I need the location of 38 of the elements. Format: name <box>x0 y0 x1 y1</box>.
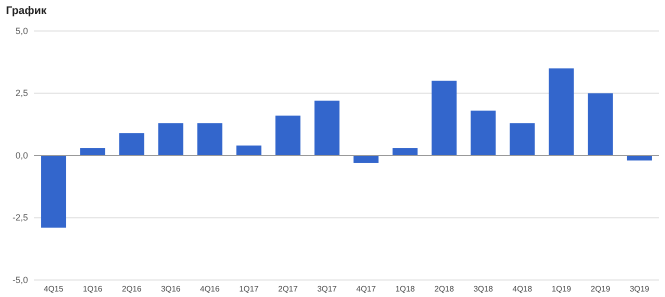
bar <box>119 133 144 156</box>
x-tick-label: 2Q17 <box>278 284 298 294</box>
bar <box>626 156 652 160</box>
x-tick-label: 3Q17 <box>317 284 338 294</box>
x-tick-label: 2Q16 <box>122 284 142 294</box>
bar <box>588 93 613 156</box>
bar <box>354 156 379 163</box>
bar <box>314 100 340 156</box>
x-tick-label: 1Q19 <box>552 284 572 294</box>
x-tick-label: 3Q19 <box>630 284 650 294</box>
bar <box>41 156 66 228</box>
bar <box>392 148 418 156</box>
bar <box>548 68 574 156</box>
y-tick-label: 5,0 <box>15 26 28 36</box>
x-tick-label: 2Q18 <box>434 284 454 294</box>
x-tick-label: 4Q16 <box>200 284 220 294</box>
bar <box>432 80 457 156</box>
x-tick-label: 3Q18 <box>473 284 494 294</box>
x-tick-label: 4Q18 <box>512 284 533 294</box>
bar <box>236 146 262 156</box>
bar <box>510 123 535 156</box>
chart-title: График <box>6 5 48 17</box>
y-tick-label: -2,5 <box>12 212 28 223</box>
y-tick-label: 2,5 <box>15 88 28 98</box>
x-tick-label: 4Q15 <box>44 284 64 294</box>
x-tick-label: 4Q17 <box>356 284 376 294</box>
bar <box>470 110 496 156</box>
bar <box>80 148 106 156</box>
x-tick-label: 1Q18 <box>395 284 416 294</box>
bar <box>158 123 184 156</box>
y-tick-label: 0,0 <box>15 150 28 160</box>
bar <box>275 116 300 156</box>
x-tick-label: 2Q19 <box>590 284 611 294</box>
x-tick-label: 3Q16 <box>160 284 182 294</box>
x-tick-label: 1Q16 <box>82 284 103 294</box>
x-tick-label: 1Q17 <box>239 284 260 294</box>
y-tick-label: -5,0 <box>12 274 28 285</box>
bar <box>197 123 222 156</box>
